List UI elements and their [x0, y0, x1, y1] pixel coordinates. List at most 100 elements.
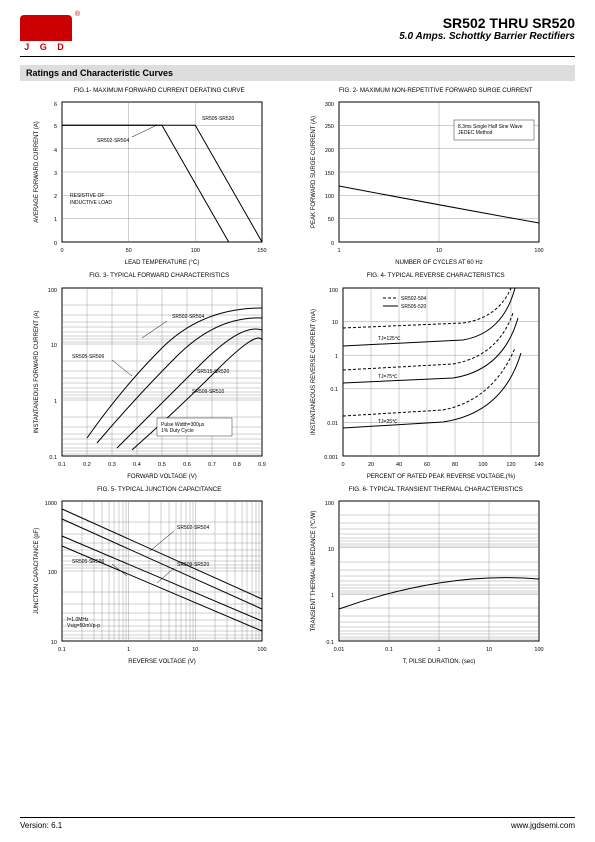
fig3-ann4: SR509-SR510: [192, 389, 224, 395]
svg-text:0.3: 0.3: [108, 462, 116, 468]
fig5-ylabel: JUNCTION CAPACITANCE (pF): [34, 528, 40, 614]
svg-text:0.1: 0.1: [49, 455, 57, 461]
svg-text:0.7: 0.7: [208, 462, 216, 468]
svg-text:4: 4: [54, 148, 57, 154]
svg-text:120: 120: [506, 462, 515, 468]
fig4: FIG. 4- TYPICAL REVERSE CHARACTERISTICS …: [303, 272, 570, 481]
fig6-xlabel: T, PILSE DURATION. (sec): [402, 659, 475, 665]
svg-text:100: 100: [478, 462, 487, 468]
page-subtitle: 5.0 Amps. Schottky Barrier Rectifiers: [399, 31, 575, 42]
fig6: FIG. 6- TYPICAL TRANSIENT THERMAL CHARAC…: [303, 486, 570, 670]
svg-text:50: 50: [126, 248, 132, 254]
svg-text:0: 0: [60, 248, 63, 254]
svg-text:1000: 1000: [45, 501, 57, 507]
fig3-ann1: SR502-SR504: [172, 314, 204, 320]
fig1-ann3: RESISTIVE OFINDUCTIVE LOAD: [70, 193, 112, 206]
svg-text:0.5: 0.5: [158, 462, 166, 468]
fig1-ann1: SR505-SR520: [202, 116, 234, 122]
svg-text:100: 100: [191, 248, 200, 254]
svg-text:250: 250: [324, 124, 333, 130]
svg-text:3: 3: [54, 171, 57, 177]
svg-text:1: 1: [54, 217, 57, 223]
fig5-title: FIG. 5- TYPICAL JUNCTION CAPACITANCE: [26, 486, 293, 493]
svg-text:1: 1: [337, 248, 340, 254]
svg-text:100: 100: [534, 248, 543, 254]
fig4-t2: TJ=75℃: [378, 374, 398, 380]
svg-text:0.01: 0.01: [327, 421, 338, 427]
svg-text:10: 10: [485, 647, 491, 653]
svg-text:5: 5: [54, 124, 57, 130]
fig1-title: FIG.1- MAXIMUM FORWARD CURRENT DERATING …: [26, 87, 293, 94]
fig5: FIG. 5- TYPICAL JUNCTION CAPACITANCE: [26, 486, 293, 670]
svg-text:0: 0: [341, 462, 344, 468]
fig4-leg2: SR505-520: [401, 304, 427, 310]
svg-text:10: 10: [327, 547, 333, 553]
footer-url: www.jgdsemi.com: [511, 821, 575, 830]
fig3-ylabel: INSTANTANEOUS FORWARD CURRENT (A): [34, 310, 40, 433]
fig3-svg: SR502-SR504 SR505-SR506 SR515-SR520 SR50…: [26, 282, 276, 482]
fig1-svg: SR505-SR520 SR502-SR504 RESISTIVE OFINDU…: [26, 96, 276, 268]
fig4-t1: TJ=125℃: [378, 336, 401, 342]
fig5-ann3: SR509-SR520: [177, 562, 209, 568]
svg-text:0.6: 0.6: [183, 462, 191, 468]
svg-text:0.001: 0.001: [324, 455, 338, 461]
fig5-svg: SR502-SR504 SR505-SR506 SR509-SR520 f=1.…: [26, 495, 276, 670]
svg-text:150: 150: [257, 248, 266, 254]
page-title: SR502 THRU SR520: [399, 15, 575, 31]
svg-text:100: 100: [257, 647, 266, 653]
fig3: FIG. 3- TYPICAL FORWARD CHARACTERISTICS: [26, 272, 293, 481]
footer-version: Version: 6.1: [20, 821, 62, 830]
fig4-ylabel: INSTANTANEOUS REVERSE CURRENT (mA): [311, 309, 317, 435]
svg-text:100: 100: [534, 647, 543, 653]
svg-text:0.1: 0.1: [58, 462, 66, 468]
svg-text:100: 100: [328, 288, 337, 294]
svg-text:1: 1: [127, 647, 130, 653]
svg-text:1: 1: [54, 399, 57, 405]
logo: J G D: [20, 15, 72, 52]
svg-text:50: 50: [327, 217, 333, 223]
fig2-title: FIG. 2- MAXIMUM NON-REPETITIVE FORWARD S…: [303, 87, 570, 94]
svg-text:0: 0: [330, 241, 333, 247]
fig1-xlabel: LEAD TEMPERATURE (°C): [125, 260, 200, 266]
svg-text:100: 100: [48, 288, 57, 294]
svg-text:0.01: 0.01: [333, 647, 344, 653]
footer: Version: 6.1 www.jgdsemi.com: [20, 817, 575, 830]
fig1-ylabel: AVERAGE FORWARD CURRENT (A): [34, 122, 40, 223]
svg-text:10: 10: [331, 320, 337, 326]
svg-text:0: 0: [54, 241, 57, 247]
svg-text:140: 140: [534, 462, 543, 468]
svg-text:40: 40: [395, 462, 401, 468]
svg-text:10: 10: [435, 248, 441, 254]
svg-text:300: 300: [324, 102, 333, 108]
svg-text:10: 10: [51, 343, 57, 349]
logo-text: J G D: [24, 42, 68, 52]
section-heading: Ratings and Characteristic Curves: [20, 65, 575, 81]
svg-text:0.1: 0.1: [58, 647, 66, 653]
fig2: FIG. 2- MAXIMUM NON-REPETITIVE FORWARD S…: [303, 87, 570, 268]
svg-text:80: 80: [451, 462, 457, 468]
svg-text:1: 1: [437, 647, 440, 653]
fig4-xlabel: PERCENT OF RATED PEAK REVERSE VOLTAGE,(%…: [366, 474, 514, 480]
fig4-title: FIG. 4- TYPICAL REVERSE CHARACTERISTICS: [303, 272, 570, 279]
fig6-ylabel: TRANSIENT THERMAL IMPEDANCE (℃/W): [311, 511, 317, 632]
svg-text:1: 1: [334, 354, 337, 360]
svg-text:10: 10: [51, 640, 57, 646]
fig6-title: FIG. 6- TYPICAL TRANSIENT THERMAL CHARAC…: [303, 486, 570, 493]
svg-text:0.9: 0.9: [258, 462, 266, 468]
svg-text:0.4: 0.4: [133, 462, 141, 468]
fig5-ann4: f=1.0MHzVsig=50mVp-p: [67, 617, 100, 629]
svg-text:0.1: 0.1: [385, 647, 393, 653]
fig3-ann2: SR505-SR506: [72, 354, 104, 360]
svg-text:60: 60: [423, 462, 429, 468]
fig6-svg: 0.010.1110100 0.1110100 T, PILSE DURATIO…: [303, 495, 553, 670]
fig5-ann1: SR502-SR504: [177, 525, 209, 531]
header: J G D SR502 THRU SR520 5.0 Amps. Schottk…: [20, 15, 575, 57]
fig2-svg: 8.3ms Single Half Sine WaveJEDEC Method …: [303, 96, 553, 268]
fig4-leg1: SR502-504: [401, 296, 427, 302]
svg-text:1: 1: [330, 593, 333, 599]
fig3-xlabel: FORWARD VOLTAGE (V): [127, 474, 196, 480]
title-block: SR502 THRU SR520 5.0 Amps. Schottky Barr…: [399, 15, 575, 42]
fig5-xlabel: REVERSE VOLTAGE (V): [128, 659, 195, 665]
svg-text:0.8: 0.8: [233, 462, 241, 468]
logo-mark: [20, 15, 72, 41]
